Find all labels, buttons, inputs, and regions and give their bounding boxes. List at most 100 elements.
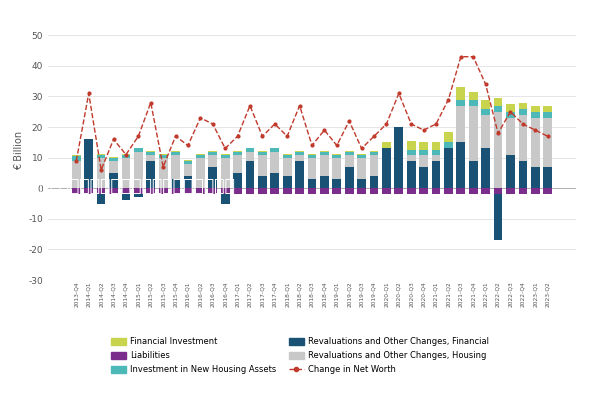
Bar: [370, 176, 379, 188]
Bar: [221, 158, 230, 188]
Bar: [419, 167, 428, 188]
Bar: [184, 164, 193, 188]
Bar: [258, 151, 267, 152]
Bar: [258, 152, 267, 154]
Bar: [258, 176, 267, 188]
Bar: [345, 154, 353, 188]
Bar: [506, 154, 515, 188]
Bar: [518, 188, 527, 194]
Bar: [444, 148, 453, 188]
Bar: [122, 188, 130, 200]
Bar: [208, 152, 217, 154]
Bar: [469, 92, 478, 100]
Bar: [481, 188, 490, 194]
Bar: [457, 87, 465, 100]
Y-axis label: € Billion: € Billion: [14, 130, 24, 170]
Bar: [320, 188, 329, 194]
Bar: [146, 161, 155, 188]
Bar: [134, 188, 143, 194]
Bar: [122, 158, 130, 188]
Bar: [444, 142, 453, 148]
Bar: [184, 160, 193, 161]
Bar: [146, 188, 155, 194]
Bar: [469, 188, 478, 194]
Bar: [357, 179, 366, 188]
Bar: [122, 154, 130, 158]
Bar: [469, 161, 478, 188]
Bar: [494, 188, 502, 194]
Bar: [233, 152, 242, 154]
Bar: [85, 139, 93, 188]
Bar: [431, 154, 440, 188]
Bar: [295, 161, 304, 188]
Bar: [494, 98, 502, 106]
Bar: [295, 154, 304, 188]
Bar: [357, 154, 366, 158]
Bar: [382, 150, 391, 154]
Bar: [245, 161, 254, 188]
Bar: [345, 151, 353, 152]
Bar: [109, 158, 118, 161]
Bar: [518, 109, 527, 115]
Text: 在线炒股 中消协：日本晴王葡萄、美国柠檬等根: 在线炒股 中消协：日本晴王葡萄、美国柠檬等根: [11, 177, 235, 195]
Bar: [544, 106, 552, 112]
Bar: [457, 100, 465, 106]
Bar: [233, 188, 242, 194]
Bar: [506, 118, 515, 188]
Bar: [419, 188, 428, 194]
Bar: [394, 152, 403, 188]
Bar: [171, 152, 180, 154]
Bar: [72, 154, 80, 156]
Bar: [308, 179, 316, 188]
Bar: [184, 161, 193, 164]
Bar: [109, 161, 118, 188]
Bar: [159, 188, 167, 194]
Bar: [221, 188, 230, 204]
Bar: [518, 102, 527, 109]
Bar: [308, 154, 316, 158]
Bar: [97, 188, 106, 194]
Bar: [171, 179, 180, 188]
Bar: [457, 142, 465, 188]
Bar: [531, 167, 539, 188]
Bar: [184, 188, 193, 194]
Bar: [469, 106, 478, 188]
Bar: [431, 150, 440, 154]
Bar: [419, 150, 428, 154]
Bar: [283, 158, 292, 188]
Bar: [134, 152, 143, 188]
Bar: [357, 188, 366, 194]
Bar: [544, 188, 552, 194]
Bar: [419, 142, 428, 150]
Bar: [419, 154, 428, 188]
Bar: [196, 188, 205, 194]
Bar: [544, 112, 552, 118]
Bar: [407, 141, 416, 150]
Bar: [407, 161, 416, 188]
Bar: [431, 142, 440, 150]
Bar: [320, 151, 329, 152]
Bar: [506, 112, 515, 118]
Bar: [258, 154, 267, 188]
Bar: [233, 154, 242, 188]
Bar: [221, 188, 230, 194]
Bar: [407, 188, 416, 194]
Bar: [171, 151, 180, 152]
Bar: [320, 152, 329, 154]
Bar: [357, 158, 366, 188]
Bar: [72, 188, 80, 194]
Bar: [494, 106, 502, 112]
Bar: [431, 161, 440, 188]
Bar: [146, 154, 155, 188]
Bar: [196, 158, 205, 188]
Bar: [85, 158, 93, 188]
Bar: [332, 188, 341, 194]
Bar: [72, 156, 80, 161]
Bar: [382, 188, 391, 194]
Bar: [258, 188, 267, 194]
Bar: [407, 154, 416, 188]
Bar: [531, 118, 539, 188]
Bar: [320, 154, 329, 188]
Bar: [320, 176, 329, 188]
Bar: [159, 188, 167, 194]
